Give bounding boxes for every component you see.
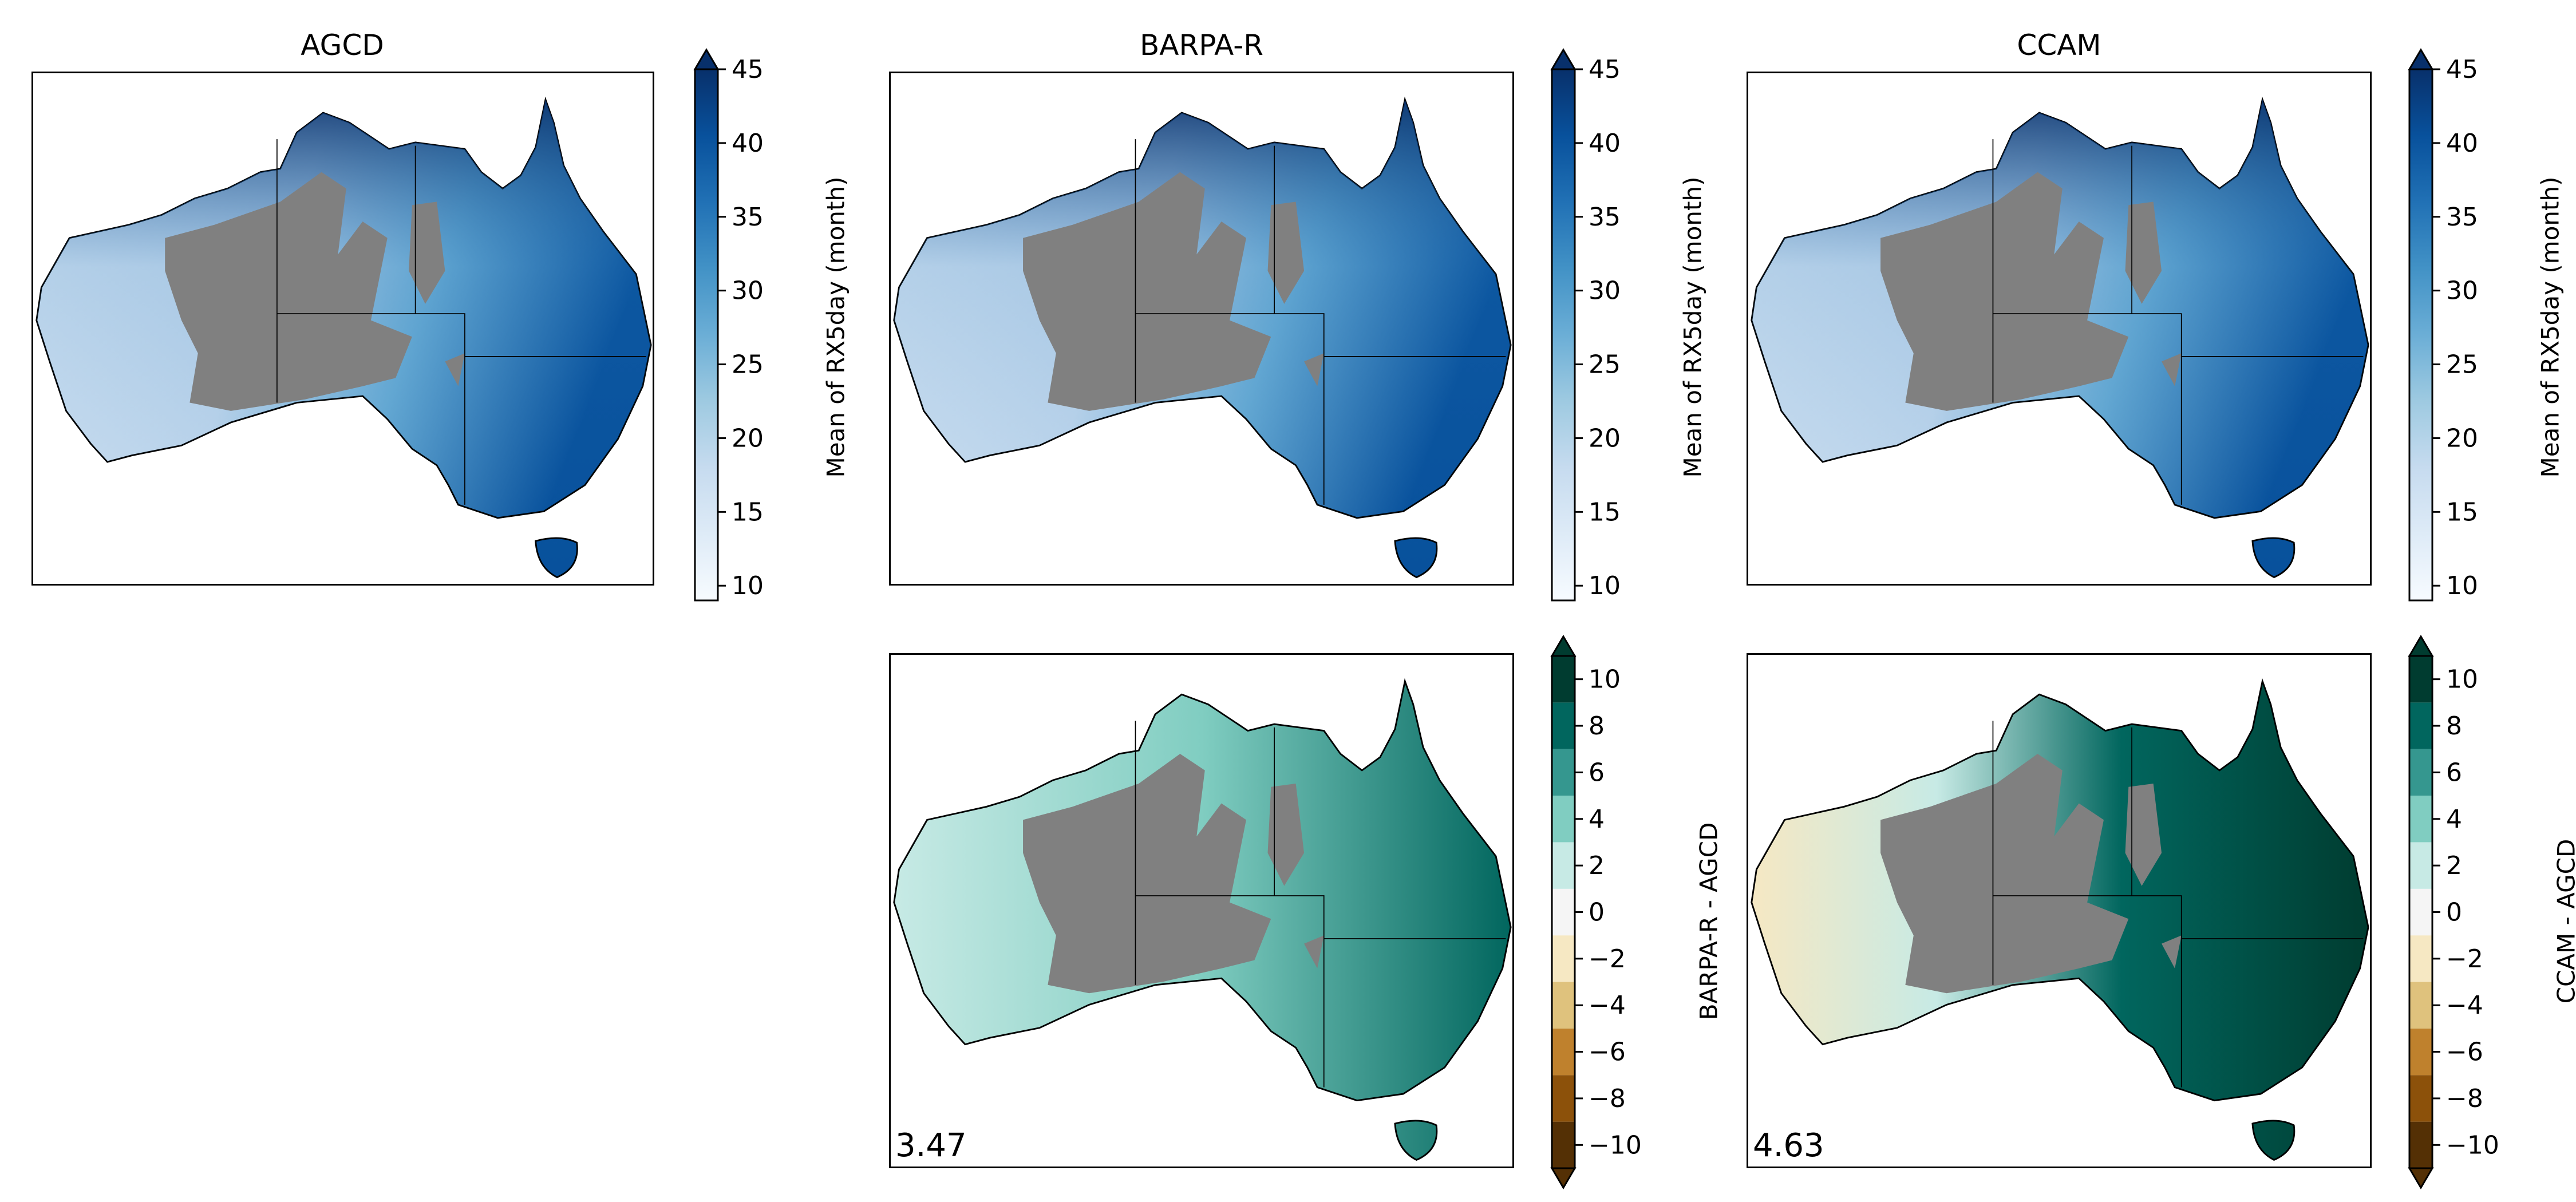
- colorbar-segment: [2409, 1028, 2432, 1076]
- stat-value: 3.47: [895, 1127, 967, 1164]
- colorbar-segment: [2409, 656, 2432, 703]
- colorbar-extend-min: [1550, 1167, 1577, 1189]
- colorbar-agcd: 10 15 20 25 30 35 40 45: [693, 48, 809, 608]
- colorbar-tick-label: 25: [2446, 350, 2478, 379]
- panel-title-barpa: BARPA-R: [1139, 29, 1264, 62]
- colorbar-fill: [2409, 69, 2432, 600]
- colorbar-segment: [2409, 888, 2432, 936]
- colorbar-tick-label: 10: [1589, 665, 1621, 694]
- colorbar-extend-max: [2408, 635, 2434, 657]
- colorbar-tick-label: 20: [1589, 424, 1621, 453]
- colorbar-barpa: 10 15 20 25 30 35 40 45: [1550, 48, 1666, 608]
- colorbar-label: BARPA-R - AGCD: [1694, 822, 1723, 1021]
- colorbar-tick-label: −6: [2446, 1038, 2483, 1067]
- colorbar-segment: [1552, 888, 1575, 936]
- colorbar-tick-label: 35: [1589, 203, 1621, 232]
- colorbar-tick-label: −4: [2446, 991, 2483, 1020]
- colorbar-tick-label: 25: [732, 350, 764, 379]
- colorbar-fill: [695, 69, 718, 600]
- map-ccam: [1747, 72, 2372, 586]
- colorbar-tick-label: 20: [2446, 424, 2478, 453]
- colorbar-segment: [1552, 796, 1575, 843]
- colorbar-tick-label: −10: [2446, 1130, 2499, 1160]
- colorbar-tick-label: 6: [2446, 758, 2462, 787]
- colorbar-extend-max: [693, 48, 720, 70]
- stat-value: 4.63: [1753, 1127, 1824, 1164]
- colorbar-segment: [2409, 1075, 2432, 1122]
- colorbar-tick-label: 40: [1589, 129, 1621, 158]
- colorbar-extend-min: [2408, 1167, 2434, 1189]
- colorbar-extend-max: [1550, 635, 1577, 657]
- colorbar-segment: [1552, 842, 1575, 889]
- colorbar-segment: [2409, 702, 2432, 749]
- colorbar-tick-label: 15: [732, 497, 764, 527]
- colorbar-segment: [1552, 749, 1575, 796]
- colorbar-segment: [1552, 1028, 1575, 1076]
- colorbar-fill: [1552, 69, 1575, 600]
- colorbar-tick-label: 35: [2446, 203, 2478, 232]
- colorbar-tick-label: −6: [1589, 1038, 1626, 1067]
- colorbar-tick-label: −10: [1589, 1130, 1642, 1160]
- colorbar-segment: [1552, 656, 1575, 703]
- map-barpa: [889, 72, 1514, 586]
- panel-title-ccam: CCAM: [2017, 29, 2101, 62]
- map-agcd: [31, 72, 654, 586]
- colorbar-segment: [2409, 796, 2432, 843]
- colorbar-tick-label: 45: [1589, 55, 1621, 84]
- colorbar-extend-max: [2408, 48, 2434, 70]
- colorbar-label: Mean of RX5day (month): [821, 176, 850, 478]
- colorbar-segment: [2409, 1121, 2432, 1168]
- colorbar-tick-label: −2: [2446, 944, 2483, 974]
- colorbar-tick-label: 0: [1589, 898, 1605, 927]
- colorbar-segment: [2409, 842, 2432, 889]
- colorbar-extend-max: [1550, 48, 1577, 70]
- colorbar-segment: [1552, 1075, 1575, 1122]
- colorbar-tick-label: 40: [732, 129, 764, 158]
- colorbar-tick-label: 8: [2446, 711, 2462, 741]
- colorbar-tick-label: −8: [1589, 1084, 1626, 1113]
- colorbar-tick-label: 30: [1589, 276, 1621, 306]
- map-ccam-minus-agcd: 4.63: [1747, 653, 2372, 1168]
- colorbar-tick-label: 6: [1589, 758, 1605, 787]
- colorbar-tick-label: 10: [1589, 571, 1621, 600]
- colorbar-tick-label: 25: [1589, 350, 1621, 379]
- colorbar-tick-label: 8: [1589, 711, 1605, 741]
- colorbar-tick-label: 45: [732, 55, 764, 84]
- colorbar-barpa-diff: −10 −8 −6 −4 −2 0 2 4 6 8 10: [1550, 635, 1666, 1196]
- panel-title-agcd: AGCD: [301, 29, 384, 62]
- colorbar-segment: [1552, 982, 1575, 1029]
- colorbar-tick-label: −2: [1589, 944, 1626, 974]
- colorbar-ccam: 10 15 20 25 30 35 40 45: [2408, 48, 2524, 608]
- colorbar-tick-label: −8: [2446, 1084, 2483, 1113]
- colorbar-segment: [1552, 702, 1575, 749]
- map-barpa-minus-agcd: 3.47: [889, 653, 1514, 1168]
- colorbar-tick-label: 0: [2446, 898, 2462, 927]
- colorbar-tick-label: 45: [2446, 55, 2478, 84]
- colorbar-tick-label: 40: [2446, 129, 2478, 158]
- colorbar-tick-label: 10: [2446, 571, 2478, 600]
- colorbar-tick-label: −4: [1589, 991, 1626, 1020]
- colorbar-segment: [2409, 982, 2432, 1029]
- colorbar-segment: [2409, 749, 2432, 796]
- colorbar-tick-label: 2: [1589, 851, 1605, 880]
- colorbar-tick-label: 15: [1589, 497, 1621, 527]
- colorbar-tick-label: 4: [1589, 805, 1605, 834]
- colorbar-tick-label: 4: [2446, 805, 2462, 834]
- colorbar-ccam-diff: −10 −8 −6 −4 −2 0 2 4 6 8 10: [2408, 635, 2524, 1196]
- colorbar-segment: [1552, 1121, 1575, 1168]
- colorbar-tick-label: 10: [2446, 665, 2478, 694]
- colorbar-tick-label: 10: [732, 571, 764, 600]
- colorbar-tick-label: 30: [2446, 276, 2478, 306]
- colorbar-label: CCAM - AGCD: [2552, 839, 2576, 1004]
- colorbar-segment: [2409, 935, 2432, 982]
- colorbar-label: Mean of RX5day (month): [2536, 176, 2565, 478]
- colorbar-tick-label: 20: [732, 424, 764, 453]
- colorbar-tick-label: 35: [732, 203, 764, 232]
- colorbar-segment: [1552, 935, 1575, 982]
- colorbar-tick-label: 15: [2446, 497, 2478, 527]
- colorbar-tick-label: 2: [2446, 851, 2462, 880]
- colorbar-label: Mean of RX5day (month): [1678, 176, 1707, 478]
- colorbar-tick-label: 30: [732, 276, 764, 306]
